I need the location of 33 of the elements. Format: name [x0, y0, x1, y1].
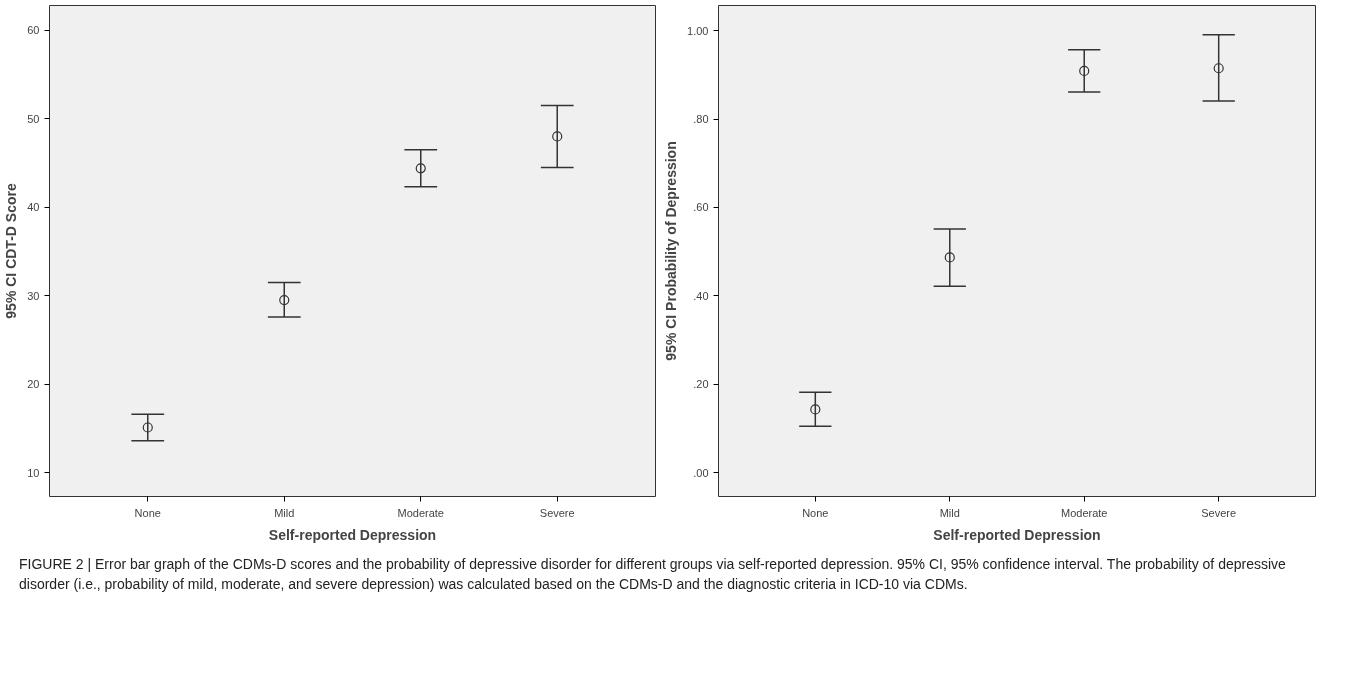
- x-tick-label: Moderate: [1060, 506, 1108, 519]
- x-tick-label: None: [134, 506, 161, 519]
- x-tick-label: Severe: [539, 506, 575, 519]
- x-tick-label: Mild: [274, 506, 295, 519]
- y-tick-label: 30: [27, 289, 40, 302]
- y-tick-label: .00: [693, 466, 709, 479]
- y-tick-label: 1.00: [687, 24, 709, 37]
- y-tick-label: 40: [27, 201, 40, 214]
- point: [552, 131, 563, 142]
- point: [142, 422, 153, 433]
- y-tick-label: 50: [27, 112, 40, 125]
- x-tick-label: Severe: [1201, 506, 1237, 519]
- y-axis-title: 95% CI Probability of Depression: [663, 141, 680, 361]
- x-tick-label: Mild: [939, 506, 960, 519]
- point: [415, 163, 426, 174]
- y-tick-label: .80: [693, 113, 709, 126]
- y-tick-label: .40: [693, 289, 709, 302]
- y-tick-label: .20: [693, 378, 709, 391]
- point: [1079, 65, 1090, 76]
- x-axis-title: Self-reported Depression: [933, 526, 1101, 543]
- y-tick-label: .60: [693, 201, 709, 214]
- y-tick-label: 20: [27, 378, 40, 391]
- x-tick-label: Moderate: [397, 506, 444, 519]
- x-tick-label: None: [802, 506, 829, 519]
- caption: FIGURE 2 | Error bar graph of the CDMs-D scores and the probability of depressive disorder for different groups via self-reported depression. 95% CI, 95% confidence interval. The probability of depressive disorder (i.e., probability of mild, moderate, and severe depression) was calculated based on the CDMs-D and the diagnostic criteria in ICD-10 via CDMs.: [19, 555, 1287, 594]
- y-tick-label: 10: [27, 466, 40, 479]
- y-tick-label: 60: [27, 24, 40, 37]
- point: [810, 404, 821, 415]
- y-axis-title: 95% CI CDT-D Score: [3, 183, 20, 319]
- point: [944, 252, 955, 263]
- point: [279, 295, 290, 306]
- x-axis-title: Self-reported Depression: [268, 526, 437, 543]
- point: [1213, 63, 1224, 74]
